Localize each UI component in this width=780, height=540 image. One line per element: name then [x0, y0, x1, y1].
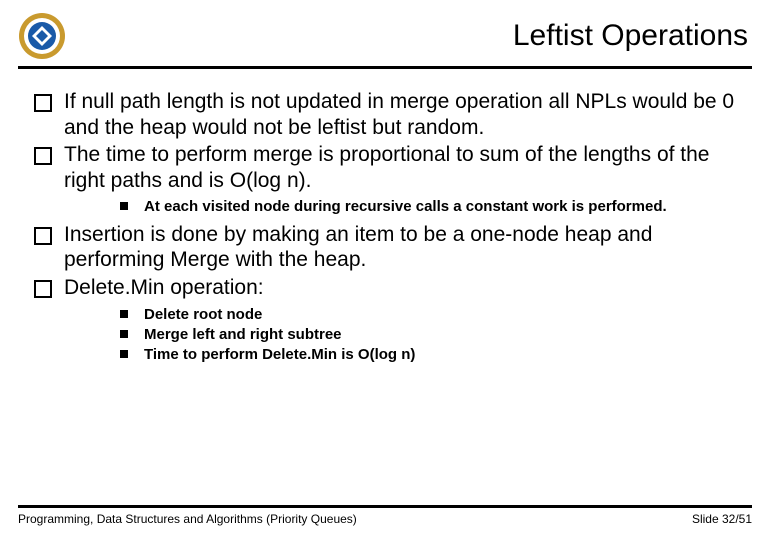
footer-row: Programming, Data Structures and Algorit…	[18, 512, 752, 526]
footer-left: Programming, Data Structures and Algorit…	[18, 512, 357, 526]
list-item: Delete.Min operation: Delete root node M…	[18, 275, 752, 365]
logo-seal-icon	[18, 12, 66, 60]
list-item: At each visited node during recursive ca…	[64, 197, 752, 217]
sub-bullet-text: At each visited node during recursive ca…	[144, 198, 667, 215]
bullet-text: Insertion is done by making an item to b…	[64, 223, 652, 272]
list-item: If null path length is not updated in me…	[18, 89, 752, 140]
slide-footer: Programming, Data Structures and Algorit…	[18, 505, 752, 526]
sub-bullet-text: Merge left and right subtree	[144, 326, 342, 343]
footer-divider	[18, 505, 752, 508]
bullet-text: The time to perform merge is proportiona…	[64, 143, 709, 192]
slide-title: Leftist Operations	[66, 19, 752, 53]
sub-bullet-list: At each visited node during recursive ca…	[64, 197, 752, 217]
sub-bullet-list: Delete root node Merge left and right su…	[64, 305, 752, 366]
slide-header: Leftist Operations	[0, 0, 780, 64]
sub-bullet-text: Delete root node	[144, 306, 262, 323]
list-item: Time to perform Delete.Min is O(log n)	[64, 345, 752, 365]
bullet-list: If null path length is not updated in me…	[18, 89, 752, 365]
list-item: Insertion is done by making an item to b…	[18, 222, 752, 273]
bullet-text: If null path length is not updated in me…	[64, 90, 734, 139]
footer-right: Slide 32/51	[692, 512, 752, 526]
list-item: Delete root node	[64, 305, 752, 325]
slide-body: If null path length is not updated in me…	[0, 69, 780, 365]
list-item: The time to perform merge is proportiona…	[18, 142, 752, 217]
sub-bullet-text: Time to perform Delete.Min is O(log n)	[144, 346, 415, 363]
bullet-text: Delete.Min operation:	[64, 276, 264, 299]
list-item: Merge left and right subtree	[64, 325, 752, 345]
